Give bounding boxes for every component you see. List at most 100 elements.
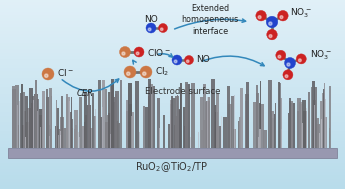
Bar xyxy=(79,137,80,148)
Bar xyxy=(0,9,345,13)
Bar xyxy=(60,135,61,148)
Bar xyxy=(175,96,179,148)
Bar xyxy=(115,121,118,148)
Bar xyxy=(246,125,247,148)
Bar xyxy=(270,90,272,148)
Bar xyxy=(25,96,28,148)
Bar xyxy=(321,119,322,148)
Bar xyxy=(66,94,68,148)
Bar xyxy=(314,87,317,148)
Bar xyxy=(111,79,114,148)
Bar xyxy=(51,96,52,148)
Bar xyxy=(254,102,257,148)
Bar xyxy=(0,123,345,126)
Bar xyxy=(174,125,177,148)
Bar xyxy=(102,80,105,148)
Bar xyxy=(279,83,281,148)
Circle shape xyxy=(160,28,163,30)
Circle shape xyxy=(158,23,168,33)
Bar xyxy=(0,16,345,19)
Bar xyxy=(71,119,73,148)
Bar xyxy=(0,176,345,180)
Bar xyxy=(105,122,108,148)
Bar xyxy=(168,124,171,148)
Bar xyxy=(306,108,307,148)
Bar xyxy=(260,115,262,148)
Bar xyxy=(0,142,345,145)
Bar xyxy=(85,115,87,148)
Bar xyxy=(0,104,345,107)
Bar xyxy=(136,81,139,148)
Bar xyxy=(19,101,20,148)
Bar xyxy=(82,126,85,148)
Bar xyxy=(0,28,345,32)
Bar xyxy=(274,114,275,148)
Bar xyxy=(0,22,345,25)
Bar xyxy=(0,25,345,28)
Bar xyxy=(0,69,345,72)
Bar xyxy=(129,105,132,148)
Bar xyxy=(14,128,16,148)
Circle shape xyxy=(127,72,130,75)
Circle shape xyxy=(280,16,283,19)
Bar xyxy=(42,91,45,148)
Bar xyxy=(114,97,117,148)
Bar xyxy=(289,101,293,148)
Bar xyxy=(32,96,34,148)
Bar xyxy=(0,170,345,173)
Bar xyxy=(206,101,210,148)
Bar xyxy=(136,100,137,148)
Bar xyxy=(55,126,59,148)
Bar xyxy=(302,100,306,148)
Bar xyxy=(313,100,316,148)
Bar xyxy=(216,94,219,148)
Bar xyxy=(139,132,140,148)
Bar xyxy=(239,117,241,148)
Bar xyxy=(21,84,23,148)
Bar xyxy=(0,94,345,98)
Bar xyxy=(79,97,82,148)
Bar xyxy=(49,125,50,148)
Bar xyxy=(0,41,345,44)
Bar xyxy=(0,91,345,94)
Text: RuO$_2$@TiO$_2$/TP: RuO$_2$@TiO$_2$/TP xyxy=(136,160,208,174)
Bar xyxy=(314,105,315,148)
Bar xyxy=(149,84,153,148)
Bar xyxy=(34,94,38,148)
Bar xyxy=(102,107,103,148)
Circle shape xyxy=(148,28,151,31)
Bar xyxy=(177,95,178,148)
Text: ClO$^-$: ClO$^-$ xyxy=(147,46,171,57)
Bar xyxy=(98,80,101,148)
Bar xyxy=(39,115,41,148)
Bar xyxy=(297,98,302,148)
Bar xyxy=(74,129,76,148)
Bar xyxy=(215,123,217,148)
Bar xyxy=(290,103,295,148)
Bar xyxy=(329,128,330,148)
Bar xyxy=(0,50,345,53)
Bar xyxy=(0,151,345,154)
Bar xyxy=(205,102,206,148)
Bar xyxy=(126,100,129,148)
Bar xyxy=(183,107,186,148)
Bar xyxy=(172,98,176,148)
Bar xyxy=(320,101,324,148)
Bar xyxy=(50,129,52,148)
Bar xyxy=(259,103,261,148)
Bar xyxy=(91,128,93,148)
Bar xyxy=(275,103,276,148)
Bar xyxy=(323,89,325,148)
Bar xyxy=(0,145,345,148)
Bar xyxy=(289,98,290,148)
Bar xyxy=(186,84,190,148)
Bar xyxy=(87,105,90,148)
Bar xyxy=(15,85,19,148)
Bar xyxy=(46,97,49,148)
Bar xyxy=(227,85,229,148)
Bar xyxy=(316,118,319,148)
Bar xyxy=(0,72,345,76)
Circle shape xyxy=(146,23,156,33)
Bar xyxy=(24,111,26,148)
Circle shape xyxy=(285,75,288,78)
